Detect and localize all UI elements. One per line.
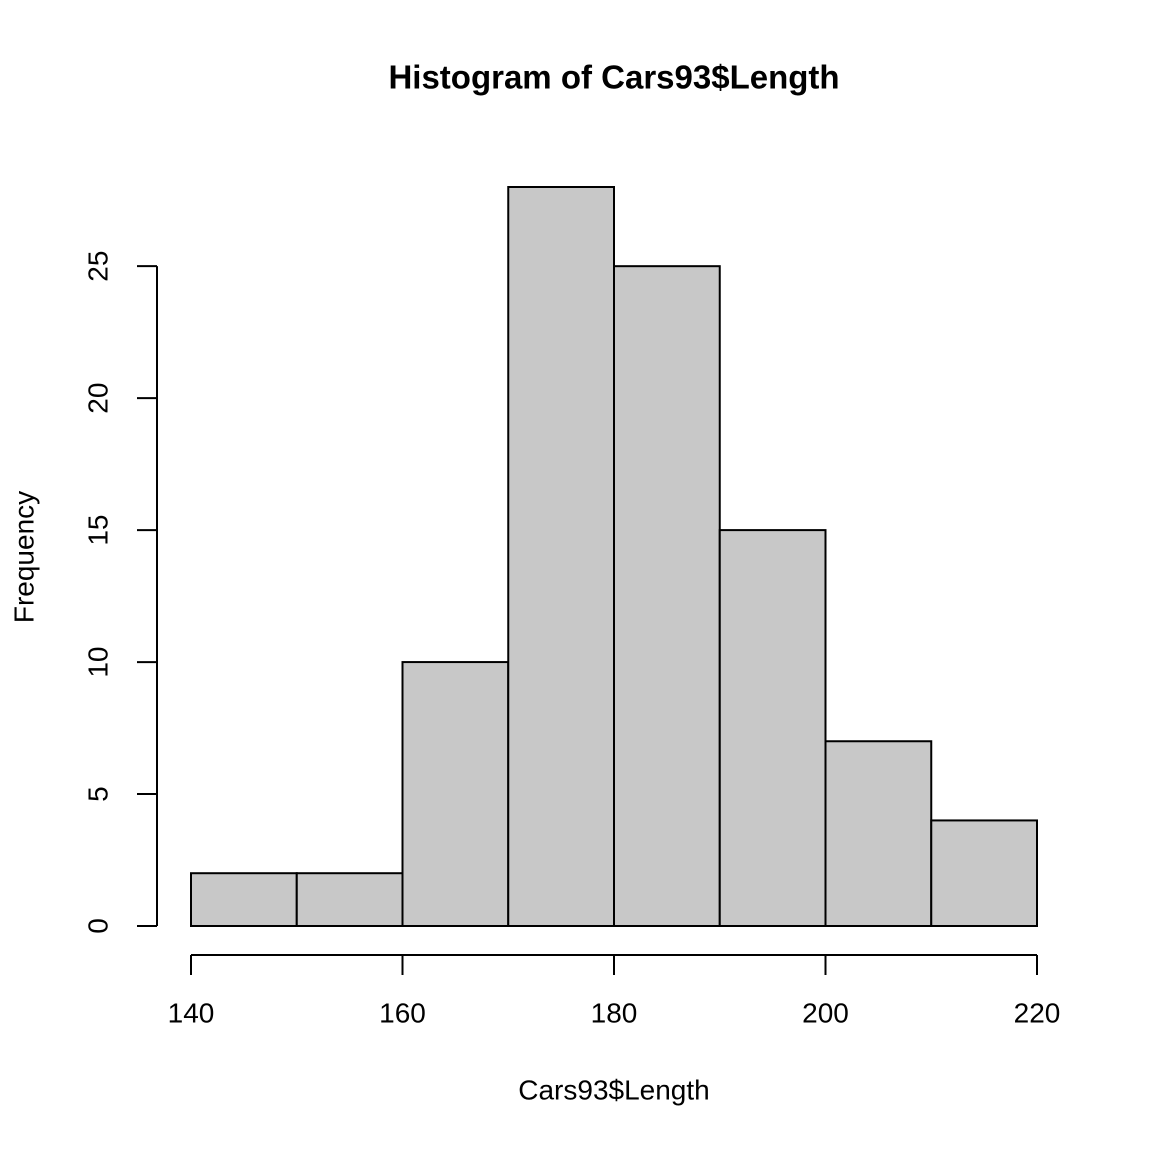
bar — [190, 872, 298, 928]
bar — [824, 740, 933, 927]
x-axis-label: Cars93$Length — [518, 1074, 709, 1105]
x-tick-label: 220 — [1014, 997, 1061, 1028]
bar — [295, 872, 404, 928]
bar — [507, 186, 615, 927]
y-tick-label: 25 — [82, 251, 113, 282]
bar — [718, 529, 827, 927]
bar — [613, 265, 721, 927]
y-axis-label: Frequency — [8, 491, 39, 623]
x-tick-label: 180 — [591, 997, 638, 1028]
chart-title: Histogram of Cars93$Length — [388, 59, 839, 96]
y-tick-label: 20 — [82, 383, 113, 414]
x-tick-label: 160 — [379, 997, 426, 1028]
y-tick-label: 15 — [82, 515, 113, 546]
y-tick-label: 0 — [82, 918, 113, 934]
y-tick-label: 10 — [82, 646, 113, 677]
y-tick-label: 5 — [82, 786, 113, 802]
bar — [401, 661, 510, 927]
x-tick-label: 140 — [168, 997, 215, 1028]
x-tick-label: 200 — [802, 997, 849, 1028]
bar — [930, 819, 1038, 928]
